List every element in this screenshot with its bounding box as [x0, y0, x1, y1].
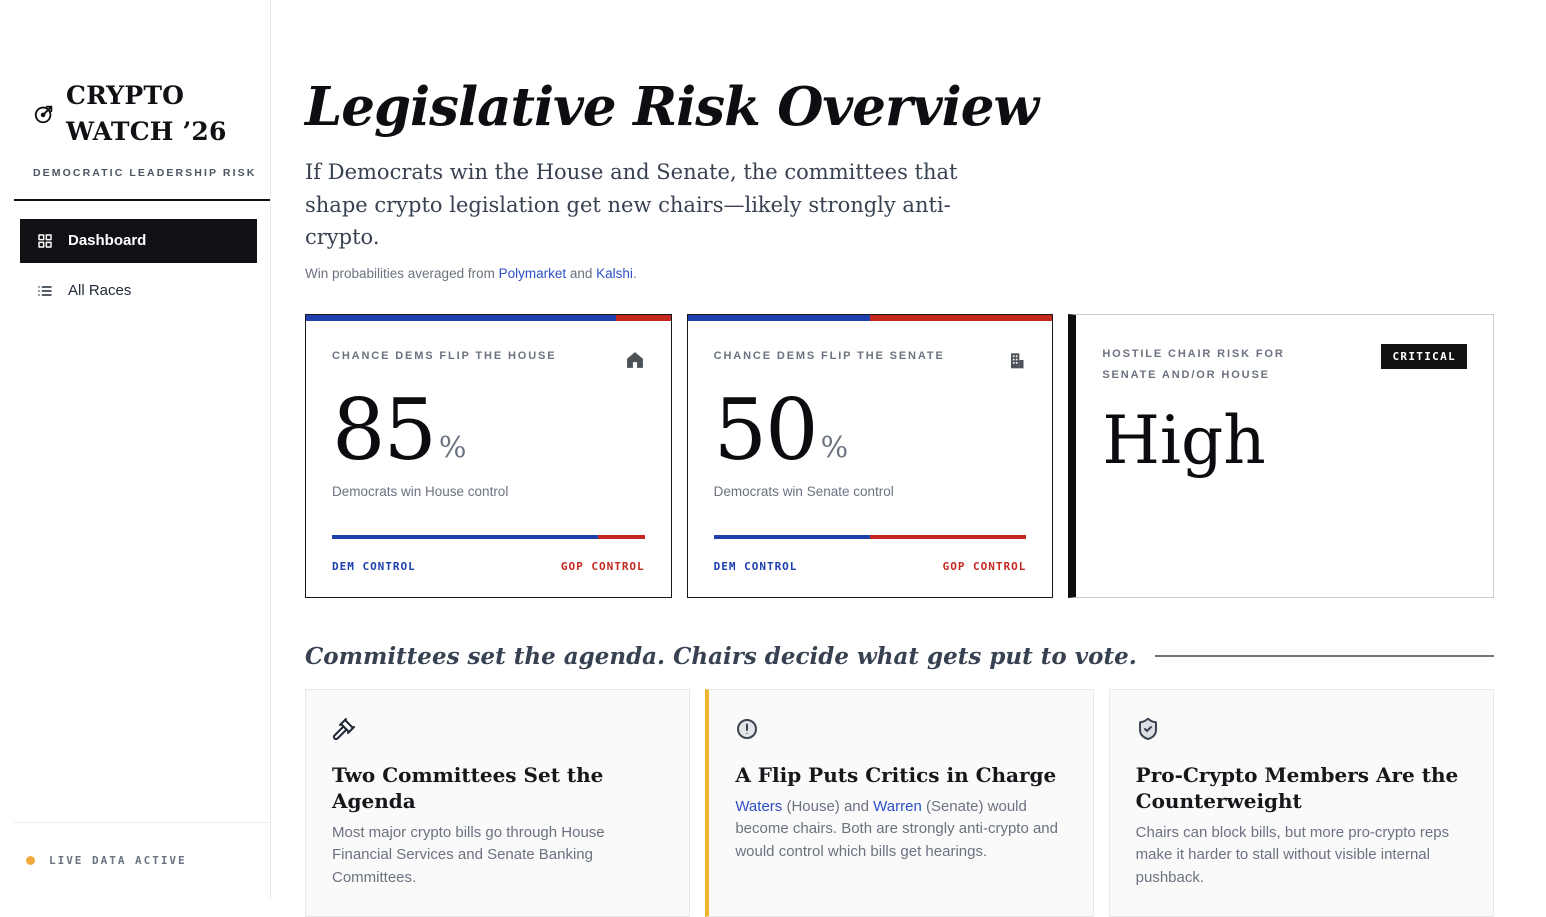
flip-critics-info-card: A Flip Puts Critics in Charge Waters (Ho… [705, 688, 1094, 917]
accent-strip [306, 314, 671, 321]
risk-level-value: High [1102, 401, 1266, 479]
list-icon [38, 285, 52, 296]
committees-info-card: Two Committees Set the Agenda Most major… [305, 688, 691, 917]
sidebar-item-all-races[interactable]: All Races [20, 269, 257, 313]
page-title: Legislative Risk Overview [305, 76, 1039, 138]
sidebar: CRYPTO WATCH ’26 DEMOCRATIC LEADERSHIP R… [0, 0, 271, 898]
section-heading-row: Committees set the agenda. Chairs decide… [305, 643, 1494, 670]
info-card-body: Chairs can block bills, but more pro-cry… [1135, 823, 1450, 886]
control-probability-bar [713, 534, 1027, 539]
card-label: CHANCE DEMS FLIP THE HOUSE [332, 349, 557, 362]
gop-bar-segment [597, 534, 645, 539]
live-status-dot [26, 856, 35, 865]
card-body: CHANCE DEMS FLIP THE SENATE [688, 321, 1053, 597]
polymarket-link[interactable]: Polymarket [498, 265, 567, 281]
building-icon [1011, 353, 1024, 369]
body-text: (Senate) would become chairs. Both are s… [735, 797, 1058, 860]
sidebar-item-label: Dashboard [68, 232, 147, 249]
stat-cards-row: CHANCE DEMS FLIP THE HOUSE 85 % Democrat… [305, 313, 1495, 598]
probability-value: 50 [713, 380, 819, 479]
dem-control-label: DEM CONTROL [332, 559, 416, 573]
info-card-title: Two Committees Set the Agenda [332, 762, 604, 813]
gop-accent-segment [870, 314, 1053, 321]
warren-link[interactable]: Warren [873, 797, 922, 815]
stat-caption: Democrats win House control [332, 483, 509, 499]
sidebar-item-dashboard[interactable]: Dashboard [20, 218, 257, 263]
critical-badge: CRITICAL [1381, 343, 1468, 369]
info-cards-row: Two Committees Set the Agenda Most major… [305, 688, 1494, 917]
grid-icon [38, 233, 52, 248]
info-card-body: Waters (House) and Warren (Senate) would… [735, 796, 1066, 864]
probability-value: 85 [332, 380, 437, 479]
dem-accent-segment [687, 314, 870, 321]
attribution-text: and [566, 265, 597, 281]
hostile-chair-risk-card: HOSTILE CHAIR RISK FOR SENATE AND/OR HOU… [1068, 313, 1495, 598]
app-title: CRYPTO WATCH ’26 [66, 81, 227, 147]
waters-link[interactable]: Waters [735, 797, 783, 815]
alert-circle-icon [737, 718, 758, 739]
probability-unit: % [820, 429, 849, 464]
card-body: CHANCE DEMS FLIP THE HOUSE 85 % Democrat… [306, 321, 671, 597]
card-label: HOSTILE CHAIR RISK FOR SENATE AND/OR HOU… [1102, 347, 1285, 381]
kalshi-link[interactable]: Kalshi [596, 265, 633, 281]
sidebar-footer: LIVE DATA ACTIVE [14, 822, 270, 898]
card-label: CHANCE DEMS FLIP THE SENATE [713, 349, 945, 362]
dem-control-label: DEM CONTROL [713, 559, 798, 573]
dem-bar-segment [713, 534, 870, 539]
counterweight-info-card: Pro-Crypto Members Are the Counterweight… [1108, 688, 1494, 917]
body-text: (House) and [782, 797, 874, 815]
sidebar-divider [14, 198, 270, 201]
attribution-text: Win probabilities averaged from [305, 265, 499, 281]
probability-unit: % [438, 429, 467, 464]
accent-strip [687, 314, 1053, 321]
gop-accent-segment [615, 314, 671, 321]
app-subtitle: DEMOCRATIC LEADERSHIP RISK [33, 166, 257, 179]
home-icon [626, 352, 643, 368]
sidebar-nav: Dashboard All Races [0, 218, 270, 313]
main-content: Legislative Risk Overview If Democrats w… [271, 0, 1546, 917]
gavel-icon [332, 717, 355, 740]
live-status-label: LIVE DATA ACTIVE [49, 854, 187, 867]
target-icon [34, 106, 53, 124]
house-flip-card: CHANCE DEMS FLIP THE HOUSE 85 % Democrat… [305, 313, 672, 598]
section-divider-rule [1154, 655, 1494, 658]
page-subtitle: If Democrats win the House and Senate, t… [305, 160, 958, 250]
gop-control-label: GOP CONTROL [560, 559, 645, 573]
gop-control-label: GOP CONTROL [942, 559, 1027, 573]
shield-check-icon [1138, 717, 1157, 740]
senate-flip-card: CHANCE DEMS FLIP THE SENATE [686, 313, 1054, 598]
section-heading: Committees set the agenda. Chairs decide… [305, 642, 1137, 670]
sidebar-item-label: All Races [68, 282, 132, 299]
attribution-line: Win probabilities averaged from Polymark… [305, 266, 1494, 281]
attribution-text: . [632, 265, 637, 281]
info-card-body: Most major crypto bills go through House… [332, 823, 605, 886]
info-card-title: Pro-Crypto Members Are the Counterweight [1135, 762, 1459, 813]
stat-caption: Democrats win Senate control [713, 483, 894, 499]
dem-bar-segment [332, 534, 598, 539]
gop-bar-segment [870, 534, 1027, 539]
dem-accent-segment [306, 314, 616, 321]
info-card-title: A Flip Puts Critics in Charge [735, 762, 1057, 787]
app-logo: CRYPTO WATCH ’26 [0, 0, 270, 151]
control-probability-bar [332, 534, 645, 539]
